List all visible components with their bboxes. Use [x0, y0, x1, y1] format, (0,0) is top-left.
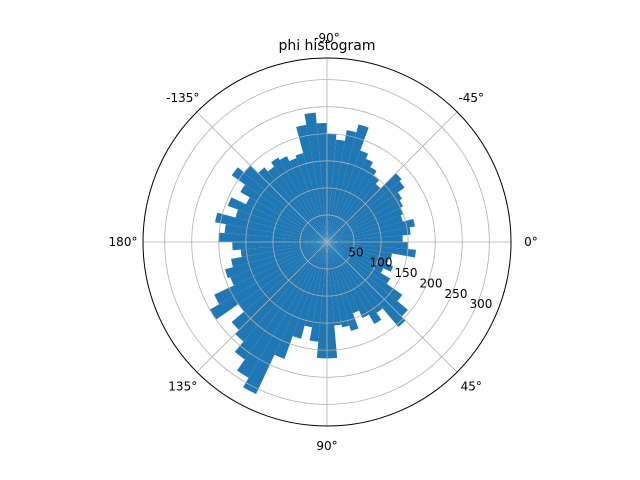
- histogram-bar: [231, 242, 327, 268]
- histogram-bar: [274, 242, 327, 359]
- r-tick-label: 300: [470, 297, 493, 311]
- histogram-bar: [327, 150, 369, 242]
- histogram-bar: [327, 242, 409, 250]
- polar-frame: [142, 57, 512, 427]
- r-tick-label: 100: [370, 256, 393, 270]
- angular-gridline: [326, 241, 458, 373]
- histogram-bar: [271, 157, 327, 242]
- histogram-bar: [244, 165, 327, 242]
- histogram-bar: [231, 167, 327, 242]
- theta-tick-label: 180°: [109, 235, 138, 249]
- theta-tick-label: 0°: [524, 235, 538, 249]
- histogram-bar: [327, 130, 357, 242]
- histogram-bar: [327, 200, 404, 242]
- theta-tick-label: -45°: [458, 91, 484, 105]
- histogram-bar: [327, 242, 389, 264]
- histogram-bar: [327, 242, 406, 327]
- histogram-bar: [327, 207, 404, 242]
- histogram-bar: [215, 212, 327, 242]
- histogram-bar: [327, 215, 403, 242]
- histogram-bar: [327, 242, 350, 328]
- histogram-bar: [327, 139, 345, 242]
- histogram-bar: [327, 242, 403, 302]
- theta-tick-label: 135°: [168, 379, 197, 393]
- angular-gridline: [196, 241, 328, 373]
- theta-tick-labels: 0° 45° 90° 135° 180° -135° -90° -45°: [109, 31, 538, 453]
- histogram-bar: [209, 242, 327, 320]
- histogram-bar: [327, 242, 393, 260]
- histogram-bar: [327, 227, 411, 242]
- histogram-bar: [258, 167, 327, 242]
- bars-layer: [209, 112, 416, 395]
- histogram-bar: [327, 242, 416, 258]
- histogram-bar: [232, 242, 327, 251]
- histogram-bar: [243, 242, 327, 395]
- histogram-bar: [327, 175, 380, 242]
- histogram-bar: [296, 124, 327, 242]
- histogram-bar: [327, 181, 405, 242]
- histogram-bar: [327, 242, 369, 319]
- histogram-bar: [230, 242, 327, 286]
- angular-gridline: [196, 111, 328, 243]
- histogram-bar: [327, 218, 415, 242]
- histogram-bar: [240, 242, 327, 258]
- histogram-bar: [304, 242, 327, 328]
- histogram-bar: [327, 242, 384, 274]
- histogram-bar: [327, 242, 342, 326]
- histogram-bar: [327, 242, 391, 284]
- grid-layer: [143, 58, 511, 426]
- histogram-bar: [327, 242, 360, 314]
- histogram-bar: [327, 242, 359, 331]
- histogram-bar: [316, 242, 327, 359]
- histogram-bar: [238, 242, 327, 312]
- histogram-bar: [235, 209, 327, 242]
- histogram-bar: [214, 242, 327, 305]
- histogram-bar: [327, 242, 382, 325]
- histogram-bar: [327, 235, 403, 242]
- histogram-bar: [327, 183, 381, 242]
- theta-tick-label: -135°: [166, 91, 199, 105]
- theta-tick-label: -90°: [314, 31, 340, 45]
- histogram-bar: [295, 153, 327, 242]
- chart-title: phi histogram: [278, 38, 375, 54]
- histogram-bar: [292, 242, 327, 339]
- histogram-bar: [289, 158, 327, 242]
- histogram-bar: [327, 242, 383, 313]
- histogram-bar: [224, 224, 327, 242]
- angular-gridline: [326, 111, 458, 243]
- theta-tick-label: 90°: [316, 439, 337, 453]
- histogram-bar: [267, 166, 327, 242]
- histogram-bar: [327, 124, 369, 242]
- histogram-bar: [309, 242, 327, 342]
- histogram-bar: [240, 184, 327, 242]
- histogram-bar: [246, 197, 327, 242]
- histogram-bar: [279, 156, 327, 242]
- histogram-bar: [304, 112, 327, 242]
- histogram-bar: [327, 173, 402, 242]
- r-tick-label: 200: [420, 276, 443, 290]
- histogram-bar: [235, 242, 327, 342]
- r-tick-label: 250: [445, 287, 468, 301]
- histogram-bar: [327, 167, 377, 242]
- histogram-bar: [231, 242, 327, 331]
- theta-tick-label: 45°: [461, 379, 482, 393]
- histogram-bar: [327, 158, 373, 242]
- histogram-bar: [316, 122, 327, 242]
- histogram-bar: [327, 242, 338, 359]
- r-tick-label: 50: [348, 245, 363, 259]
- histogram-bar: [234, 242, 327, 360]
- histogram-bar: [327, 242, 408, 317]
- histogram-bar: [327, 192, 402, 242]
- r-tick-label: 150: [395, 266, 418, 280]
